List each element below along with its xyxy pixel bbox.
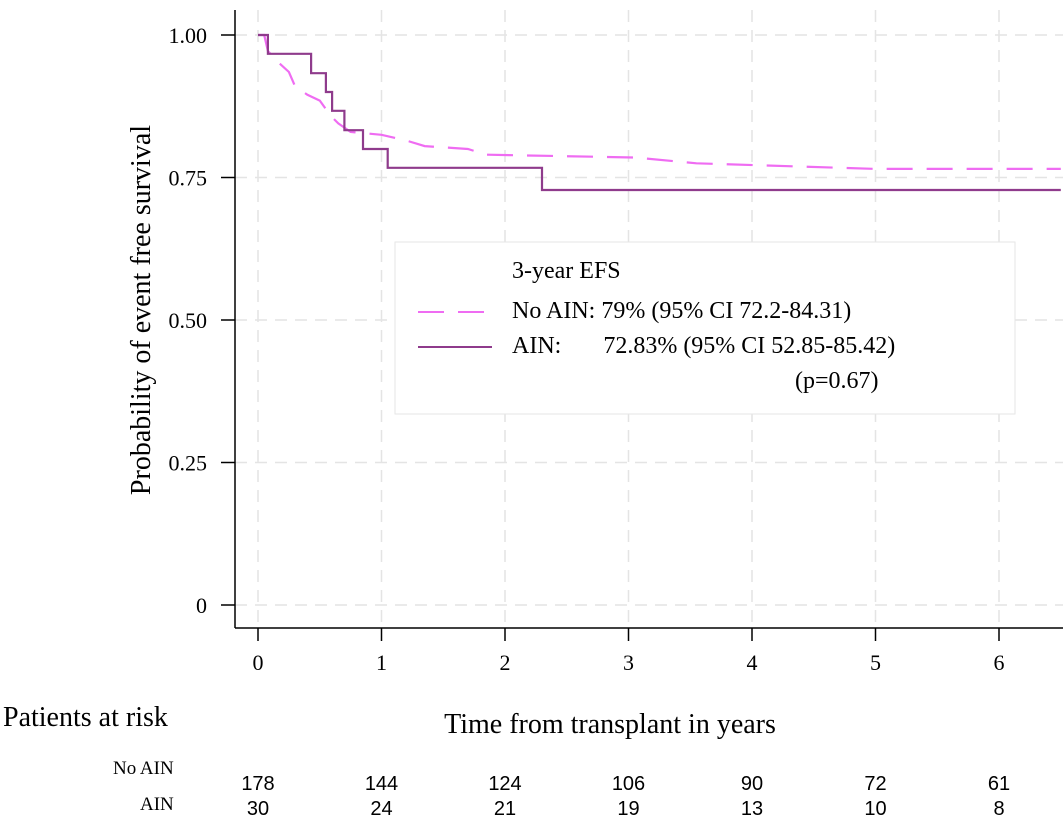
- risk-row-label-no-ain: No AIN: [113, 758, 174, 779]
- risk-count: 72: [864, 773, 886, 795]
- risk-count: 30: [247, 798, 269, 820]
- y-axis-label: Probability of event free survival: [126, 125, 157, 495]
- x-tick-label: 3: [623, 650, 634, 675]
- x-axis-label: Time from transplant in years: [444, 709, 776, 740]
- legend-entry-no-ain: No AIN: 79% (95% CI 72.2-84.31): [512, 298, 851, 324]
- risk-count: 13: [741, 798, 763, 820]
- y-tick-label: 0.50: [169, 308, 208, 333]
- curve-ain: [258, 33, 1061, 192]
- legend-entry-ain: AIN: 72.83% (95% CI 52.85-85.42): [512, 333, 895, 359]
- legend: 3-year EFS No AIN: 79% (95% CI 72.2-84.3…: [394, 241, 1016, 415]
- curve-no-ain: [258, 33, 1061, 170]
- risk-table-title: Patients at risk: [3, 702, 168, 733]
- x-tick-label: 0: [253, 650, 264, 675]
- risk-count: 124: [488, 773, 521, 795]
- risk-counts: 178 144 124 106 90 72 61 30 24 21 19 13 10 8: [241, 773, 1010, 820]
- risk-count: 178: [241, 773, 274, 795]
- legend-title: 3-year EFS: [512, 258, 621, 284]
- x-tick-label: 5: [870, 650, 881, 675]
- y-ticks: 0 0.25 0.50 0.75 1.00: [169, 23, 235, 618]
- risk-count: 144: [365, 773, 398, 795]
- y-tick-label: 0: [196, 593, 207, 618]
- risk-count: 8: [993, 798, 1004, 820]
- risk-row-label-ain: AIN: [140, 794, 174, 815]
- risk-count: 90: [741, 773, 763, 795]
- x-tick-label: 6: [994, 650, 1005, 675]
- risk-count: 61: [988, 773, 1010, 795]
- x-ticks: 0 1 2 3 4 5 6: [253, 628, 1005, 675]
- legend-box: [394, 241, 1016, 415]
- legend-p-value: (p=0.67): [795, 368, 879, 394]
- risk-count: 106: [612, 773, 645, 795]
- y-tick-label: 0.25: [169, 451, 208, 476]
- risk-count: 21: [494, 798, 516, 820]
- risk-count: 24: [370, 798, 392, 820]
- y-tick-label: 0.75: [169, 166, 208, 191]
- x-tick-label: 4: [747, 650, 758, 675]
- x-tick-label: 1: [376, 650, 387, 675]
- survival-curves: [258, 33, 1061, 192]
- x-tick-label: 2: [500, 650, 511, 675]
- y-tick-label: 1.00: [169, 23, 208, 48]
- risk-count: 19: [617, 798, 639, 820]
- risk-count: 10: [864, 798, 886, 820]
